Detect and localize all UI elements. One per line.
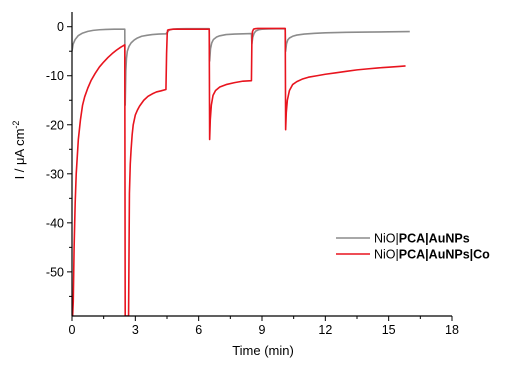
y-axis-label: I / μA cm-2 bbox=[11, 121, 27, 180]
x-tick-label: 15 bbox=[382, 323, 396, 337]
legend-label-series-1: NiO|PCA|AuNPs bbox=[374, 232, 470, 246]
y-tick-label: 0 bbox=[57, 20, 64, 34]
x-tick-label: 9 bbox=[259, 323, 266, 337]
x-tick-label: 18 bbox=[445, 323, 459, 337]
y-tick-label: -50 bbox=[46, 265, 64, 279]
y-tick-label: -10 bbox=[46, 69, 64, 83]
legend-label-series-1-bold: PCA|AuNPs bbox=[399, 232, 470, 246]
plot-lines bbox=[72, 27, 410, 316]
y-tick-label: -20 bbox=[46, 118, 64, 132]
legend-label-series-2-plain: NiO| bbox=[374, 248, 399, 262]
series-line-2 bbox=[72, 27, 406, 316]
legend: NiO|PCA|AuNPs NiO|PCA|AuNPs|Co bbox=[336, 232, 490, 262]
y-axis-label-superscript: -2 bbox=[11, 121, 21, 129]
y-tick-label: -30 bbox=[46, 167, 64, 181]
legend-label-series-1-plain: NiO| bbox=[374, 232, 399, 246]
x-tick-label: 6 bbox=[195, 323, 202, 337]
x-tick-label: 3 bbox=[132, 323, 139, 337]
y-tick-label: -40 bbox=[46, 216, 64, 230]
x-tick-label: 12 bbox=[318, 323, 332, 337]
x-tick-label: 0 bbox=[69, 323, 76, 337]
legend-label-series-2: NiO|PCA|AuNPs|Co bbox=[374, 248, 490, 262]
ticks-layer: 0 3 6 9 12 15 18 0 -10 -20 -30 -40 -50 bbox=[46, 20, 459, 337]
x-axis-label: Time (min) bbox=[232, 343, 294, 358]
y-axis-label-main: I / μA cm bbox=[12, 129, 27, 180]
legend-label-series-2-bold: PCA|AuNPs|Co bbox=[399, 248, 490, 262]
series-line-1 bbox=[72, 27, 410, 106]
